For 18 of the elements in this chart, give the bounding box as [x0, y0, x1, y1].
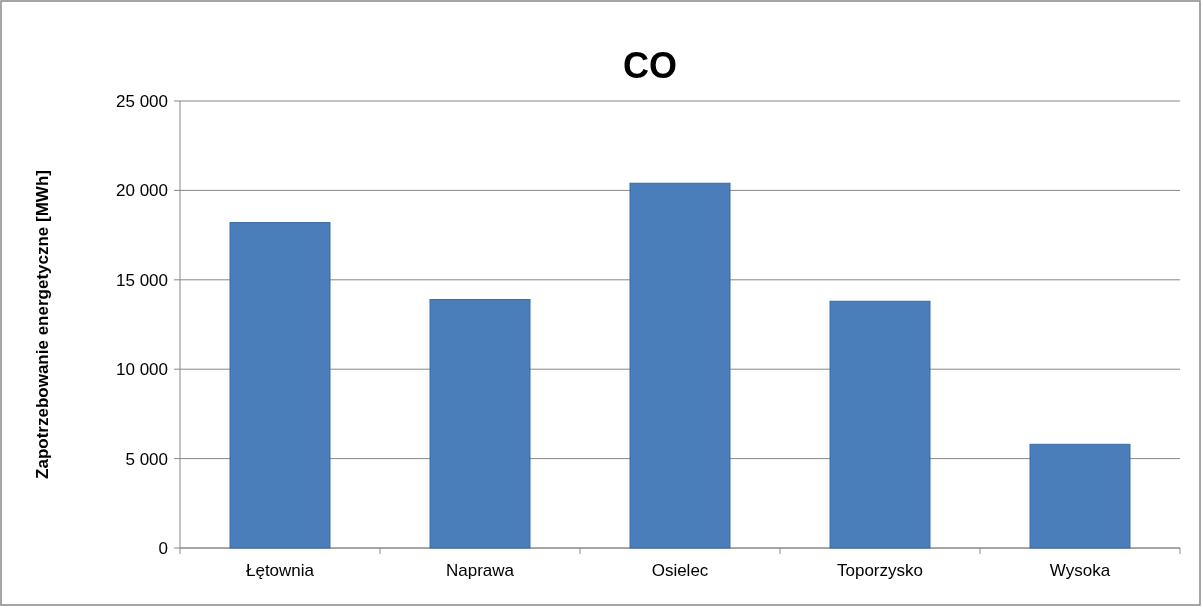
bar — [1029, 443, 1131, 549]
y-axis-title: Zapotrzebowanie energetyczne [MWh] — [33, 170, 52, 479]
y-tick-label: 15 000 — [116, 270, 168, 290]
y-tick-label: 0 — [158, 538, 168, 558]
y-tick-label: 20 000 — [116, 181, 168, 201]
y-tick-label: 5 000 — [125, 449, 168, 469]
y-tick-label: 10 000 — [116, 360, 168, 380]
x-tick-label: Naprawa — [445, 561, 515, 580]
x-tick-label: Toporzysko — [837, 561, 923, 580]
bar — [229, 222, 331, 549]
bar — [629, 182, 731, 549]
bar — [829, 300, 931, 549]
x-tick-label: Wysoka — [1049, 561, 1111, 580]
x-tick-label: Osielec — [651, 561, 709, 580]
bar — [429, 298, 531, 549]
chart-title: CO — [623, 45, 677, 86]
x-tick-label: Łętownia — [245, 561, 315, 580]
y-tick-label: 25 000 — [116, 91, 168, 111]
